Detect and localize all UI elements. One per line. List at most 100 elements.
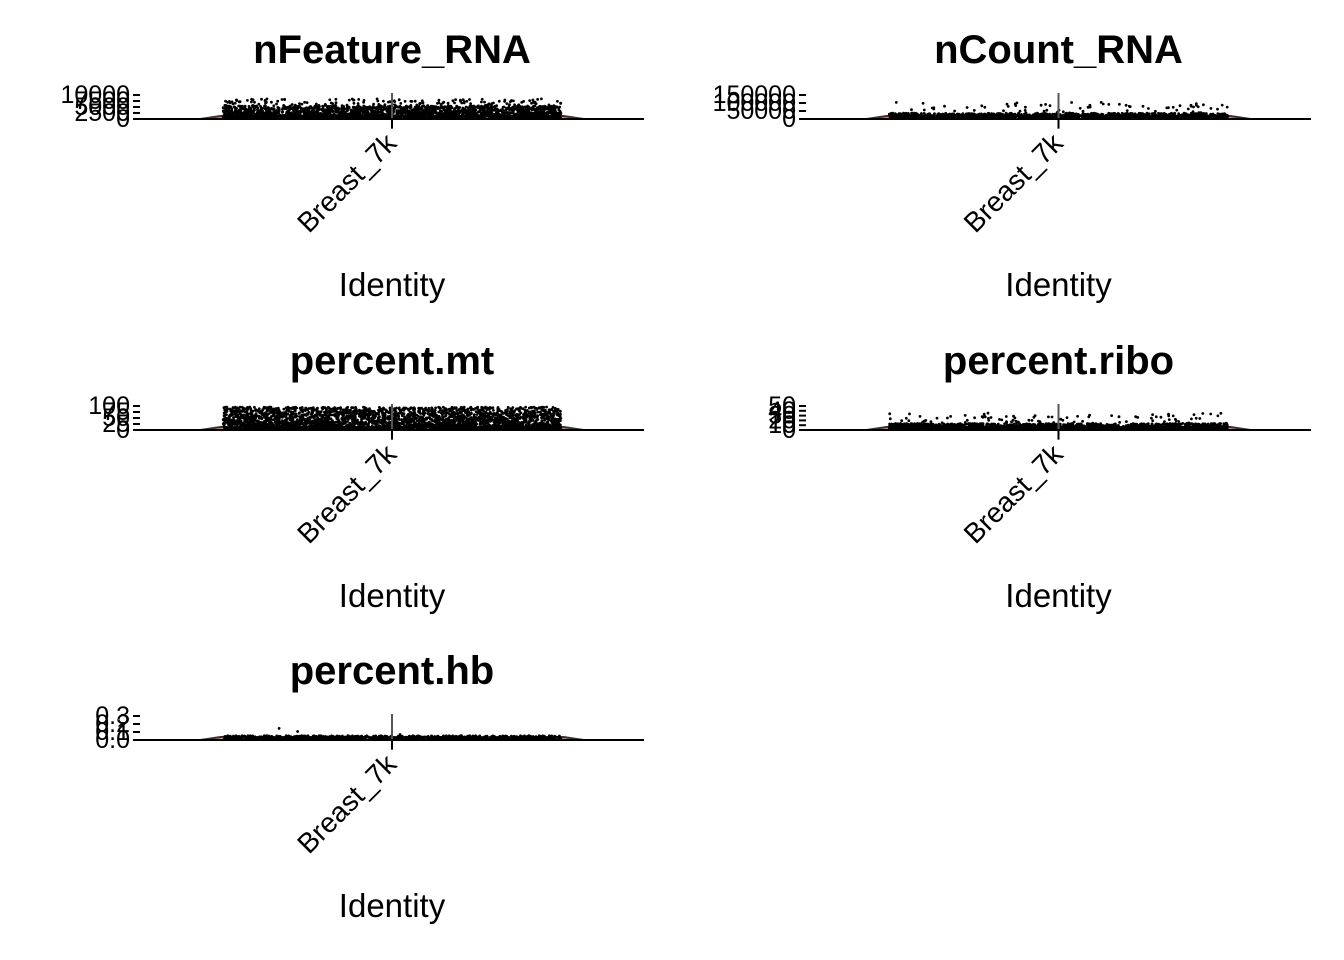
point <box>316 112 320 116</box>
point <box>367 115 370 119</box>
point <box>403 112 407 115</box>
point <box>223 109 226 113</box>
point <box>530 101 533 105</box>
point <box>459 98 462 102</box>
point <box>1009 111 1012 115</box>
point <box>550 110 554 113</box>
point <box>399 102 403 105</box>
point <box>1219 112 1222 116</box>
point <box>237 100 241 104</box>
point <box>285 106 289 110</box>
point <box>358 110 362 114</box>
point <box>1161 114 1164 117</box>
point <box>1013 102 1017 106</box>
point <box>322 104 325 108</box>
point <box>1223 112 1227 116</box>
x-tick-label-ncount-rna: Breast_7k <box>958 127 1070 239</box>
point <box>1151 113 1155 116</box>
point <box>1004 111 1008 115</box>
point <box>231 115 235 118</box>
point <box>518 115 521 118</box>
point <box>280 98 284 101</box>
point <box>1032 113 1036 117</box>
point <box>460 101 464 105</box>
point <box>534 102 538 105</box>
point <box>547 103 551 107</box>
point <box>315 104 319 108</box>
point <box>250 97 254 101</box>
point <box>476 106 479 109</box>
point <box>370 108 373 112</box>
point <box>943 104 946 108</box>
panel-title-ncount-rna: nCount_RNA <box>934 28 1183 72</box>
point <box>544 106 547 110</box>
point <box>329 101 333 105</box>
point <box>944 111 948 115</box>
y-tick-label-ncount-rna: 150000 <box>713 81 796 109</box>
point <box>492 108 496 112</box>
point <box>395 113 398 117</box>
point <box>238 111 242 115</box>
point <box>277 109 280 112</box>
point <box>242 113 246 116</box>
point <box>1113 113 1117 117</box>
point <box>280 114 284 117</box>
point <box>372 102 375 106</box>
point <box>1107 103 1111 106</box>
point <box>485 103 489 107</box>
point <box>233 106 237 109</box>
point <box>334 103 337 107</box>
point <box>492 101 495 105</box>
point <box>1117 112 1121 116</box>
point <box>492 408 495 412</box>
point <box>1077 113 1080 116</box>
point <box>504 115 507 118</box>
point <box>246 99 249 102</box>
point <box>1209 107 1213 110</box>
point <box>402 106 406 109</box>
point <box>295 111 298 114</box>
point <box>1086 105 1090 109</box>
point <box>528 99 532 102</box>
point <box>1146 112 1150 116</box>
point <box>888 115 892 119</box>
point <box>455 104 459 108</box>
point <box>362 99 366 102</box>
point <box>350 97 354 101</box>
point <box>382 99 385 103</box>
point <box>290 103 294 106</box>
point <box>972 109 976 112</box>
point <box>503 100 506 103</box>
point <box>891 114 895 118</box>
point <box>452 110 455 113</box>
point <box>1065 111 1068 115</box>
point <box>1053 112 1057 116</box>
point <box>1101 112 1104 116</box>
point <box>970 112 974 116</box>
point <box>376 99 380 103</box>
point <box>445 105 448 109</box>
point <box>556 99 559 103</box>
point <box>916 114 919 117</box>
point <box>305 101 309 104</box>
point <box>239 108 243 112</box>
point <box>233 101 237 105</box>
point <box>1093 112 1096 115</box>
point <box>1196 105 1200 109</box>
point <box>921 101 925 105</box>
point <box>229 112 233 115</box>
point <box>463 109 467 113</box>
point <box>296 113 299 117</box>
point <box>1081 112 1085 115</box>
point <box>358 106 361 109</box>
point <box>413 105 417 109</box>
point <box>526 114 530 118</box>
point <box>1048 104 1052 107</box>
point <box>987 111 991 115</box>
point <box>425 105 428 109</box>
point <box>301 109 305 113</box>
point <box>922 112 926 115</box>
point <box>927 112 931 116</box>
point <box>370 115 374 118</box>
point <box>1039 103 1043 107</box>
